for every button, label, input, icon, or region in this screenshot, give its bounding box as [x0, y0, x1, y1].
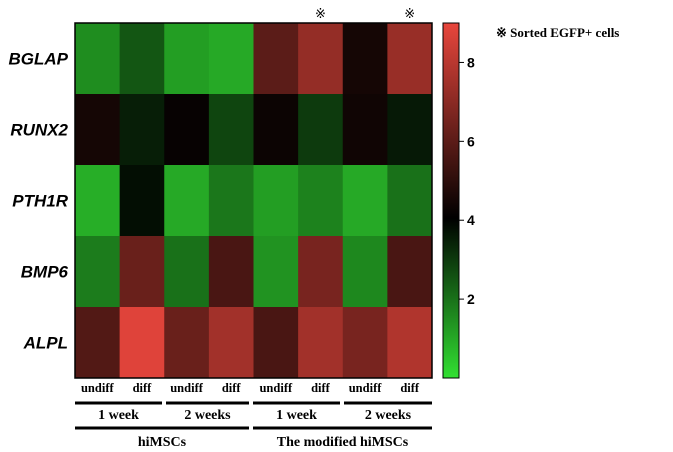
heatmap-cell [342, 165, 388, 237]
heatmap-cell [387, 23, 433, 95]
gene-label: BGLAP [9, 50, 69, 69]
heatmap-cell [387, 165, 433, 237]
heatmap-cell [253, 236, 299, 308]
heatmap-cell [387, 94, 433, 166]
period-brackets: 1 week 2 weeks 1 week 2 weeks [75, 401, 432, 423]
heatmap-cell [75, 236, 121, 308]
heatmap-cell [253, 23, 299, 95]
heatmap-cell [387, 236, 433, 308]
colorbar-tick-label: 2 [467, 291, 475, 307]
heatmap-border [74, 22, 433, 379]
heatmap-cell [298, 165, 344, 237]
period-label: 1 week [98, 408, 139, 423]
row-labels: BGLAP RUNX2 PTH1R BMP6 ALPL [9, 50, 69, 353]
period-label: 2 weeks [365, 408, 412, 423]
heatmap-cell [298, 307, 344, 379]
column-label: diff [133, 381, 153, 395]
period-label: 2 weeks [184, 408, 231, 423]
column-labels: undiff diff undiff diff undiff diff undiff diff [81, 381, 420, 395]
sorted-marker: ※ [315, 7, 326, 22]
heatmap-cell [342, 94, 388, 166]
heatmap-cell [119, 23, 165, 95]
heatmap-cell [119, 165, 165, 237]
heatmap-cells [75, 23, 433, 379]
sorted-markers: ※ ※ [315, 7, 415, 22]
heatmap-cell [342, 307, 388, 379]
sorted-note: ※ Sorted EGFP+ cells [496, 25, 619, 40]
heatmap-cell [164, 94, 210, 166]
heatmap-cell [75, 307, 121, 379]
heatmap-cell [75, 23, 121, 95]
column-label: undiff [81, 381, 114, 395]
heatmap-cell [342, 23, 388, 95]
sorted-marker: ※ [404, 7, 415, 22]
heatmap-cell [208, 23, 254, 95]
heatmap-cell [208, 236, 254, 308]
gene-label: RUNX2 [10, 121, 68, 140]
heatmap-cell [164, 165, 210, 237]
heatmap-cell [119, 94, 165, 166]
colorbar-tick-label: 8 [467, 54, 475, 70]
group-brackets: hiMSCs The modified hiMSCs [75, 426, 432, 450]
column-label: diff [400, 381, 420, 395]
group-label: hiMSCs [138, 435, 187, 450]
heatmap-cell [75, 94, 121, 166]
column-label: diff [311, 381, 331, 395]
heatmap-cell [387, 307, 433, 379]
colorbar-ticks: 2 4 6 8 [459, 54, 475, 307]
heatmap-cell [208, 94, 254, 166]
gene-label: BMP6 [21, 263, 69, 282]
heatmap-cell [298, 236, 344, 308]
heatmap-cell [253, 165, 299, 237]
column-label: undiff [259, 381, 292, 395]
colorbar-tick-label: 4 [467, 212, 475, 228]
column-label: undiff [349, 381, 382, 395]
column-label: undiff [170, 381, 203, 395]
heatmap-cell [164, 23, 210, 95]
heatmap-cell [164, 307, 210, 379]
heatmap-cell [119, 236, 165, 308]
heatmap-cell [253, 307, 299, 379]
heatmap-cell [208, 165, 254, 237]
gene-label: PTH1R [12, 192, 68, 211]
colorbar-tick-label: 6 [467, 133, 475, 149]
period-label: 1 week [276, 408, 317, 423]
colorbar [442, 22, 460, 379]
heatmap-cell [342, 236, 388, 308]
heatmap-cell [208, 307, 254, 379]
group-label: The modified hiMSCs [277, 435, 409, 450]
heatmap-cell [164, 236, 210, 308]
heatmap-cell [119, 307, 165, 379]
heatmap-cell [75, 165, 121, 237]
column-label: diff [222, 381, 242, 395]
gene-label: ALPL [23, 334, 68, 353]
heatmap-cell [253, 94, 299, 166]
heatmap-cell [298, 23, 344, 95]
heatmap-cell [298, 94, 344, 166]
